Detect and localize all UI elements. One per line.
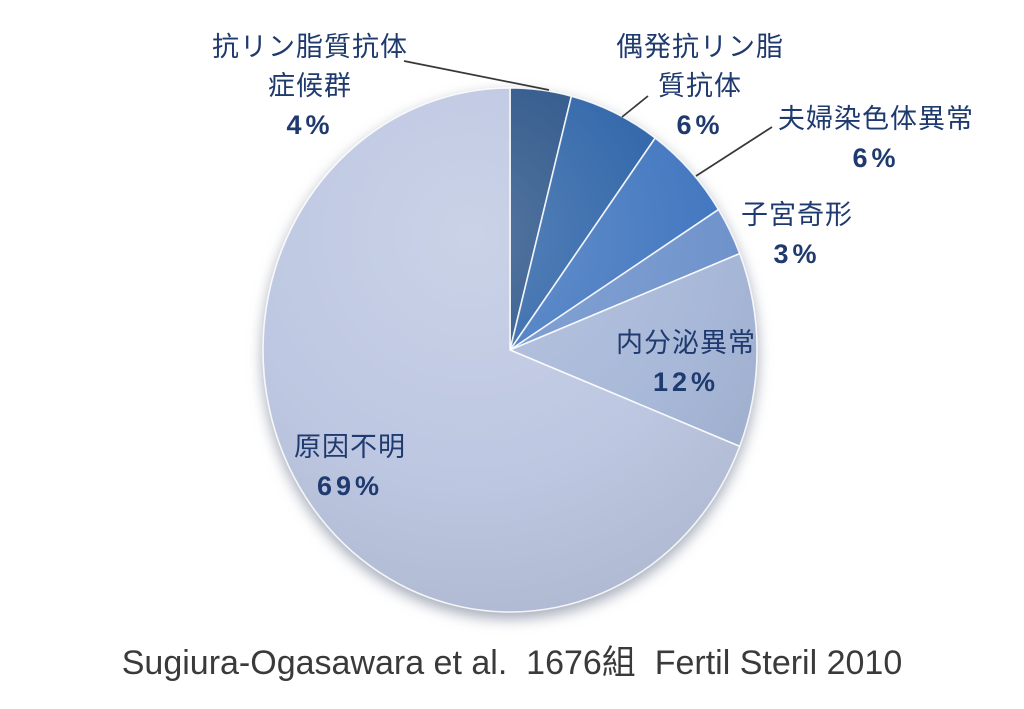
slice-percent-label: 12% — [652, 367, 720, 397]
slice-label-incidental-antiphospholipid: 偶発抗リン脂 質抗体 6% — [560, 28, 840, 145]
source-citation: Sugiura-Ogasawara et al. 1676組 Fertil St… — [121, 644, 903, 682]
slice-label-text: 抗リン脂質抗体 — [212, 32, 408, 62]
slice-label-text: 子宮奇形 — [741, 200, 853, 230]
slice-label-text: 偶発抗リン脂 — [616, 32, 784, 62]
pie-slice-5 — [509, 252, 758, 448]
slice-label-antiphospholipid-syndrome: 抗リン脂質抗体 症候群 4% — [170, 28, 450, 145]
slice-percent-label: 6% — [676, 110, 724, 140]
slice-label-unexplained: 原因不明 69% — [210, 428, 490, 506]
leader-line — [621, 95, 649, 118]
slice-label-couple-chromosome-abnormality: 夫婦染色体異常 6% — [736, 100, 1016, 178]
leader-line — [403, 60, 550, 91]
slice-percent-label: 3% — [773, 239, 821, 269]
pie-slice-6 — [262, 87, 741, 613]
slice-percent-label: 4% — [286, 110, 334, 140]
leader-line — [695, 126, 773, 177]
pie-slices-group — [262, 87, 758, 613]
slice-label-text: 症候群 — [268, 71, 352, 101]
slice-label-text: 夫婦染色体異常 — [778, 104, 974, 134]
slice-label-text: 質抗体 — [658, 71, 742, 101]
slice-label-uterine-anomaly: 子宮奇形 3% — [657, 196, 937, 274]
slice-label-text: 内分泌異常 — [616, 328, 756, 358]
slice-label-endocrine-abnormality: 内分泌異常 12% — [546, 324, 826, 402]
slice-label-text: 原因不明 — [294, 432, 406, 462]
slice-percent-label: 6% — [852, 143, 900, 173]
slice-percent-label: 69% — [316, 471, 384, 501]
